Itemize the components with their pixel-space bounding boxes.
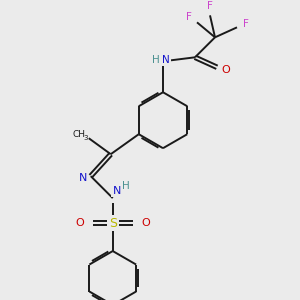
Text: H: H [152, 55, 160, 65]
Text: S: S [109, 217, 117, 230]
Text: O: O [222, 65, 230, 75]
Text: 3: 3 [83, 135, 88, 141]
Text: F: F [186, 12, 192, 22]
Text: N: N [112, 186, 121, 196]
Text: F: F [243, 19, 249, 29]
Text: N: N [162, 55, 170, 65]
Text: F: F [207, 2, 213, 11]
Text: H: H [122, 181, 130, 191]
Text: O: O [75, 218, 84, 228]
Text: CH: CH [72, 130, 85, 139]
Text: O: O [141, 218, 150, 228]
Text: N: N [79, 173, 87, 183]
